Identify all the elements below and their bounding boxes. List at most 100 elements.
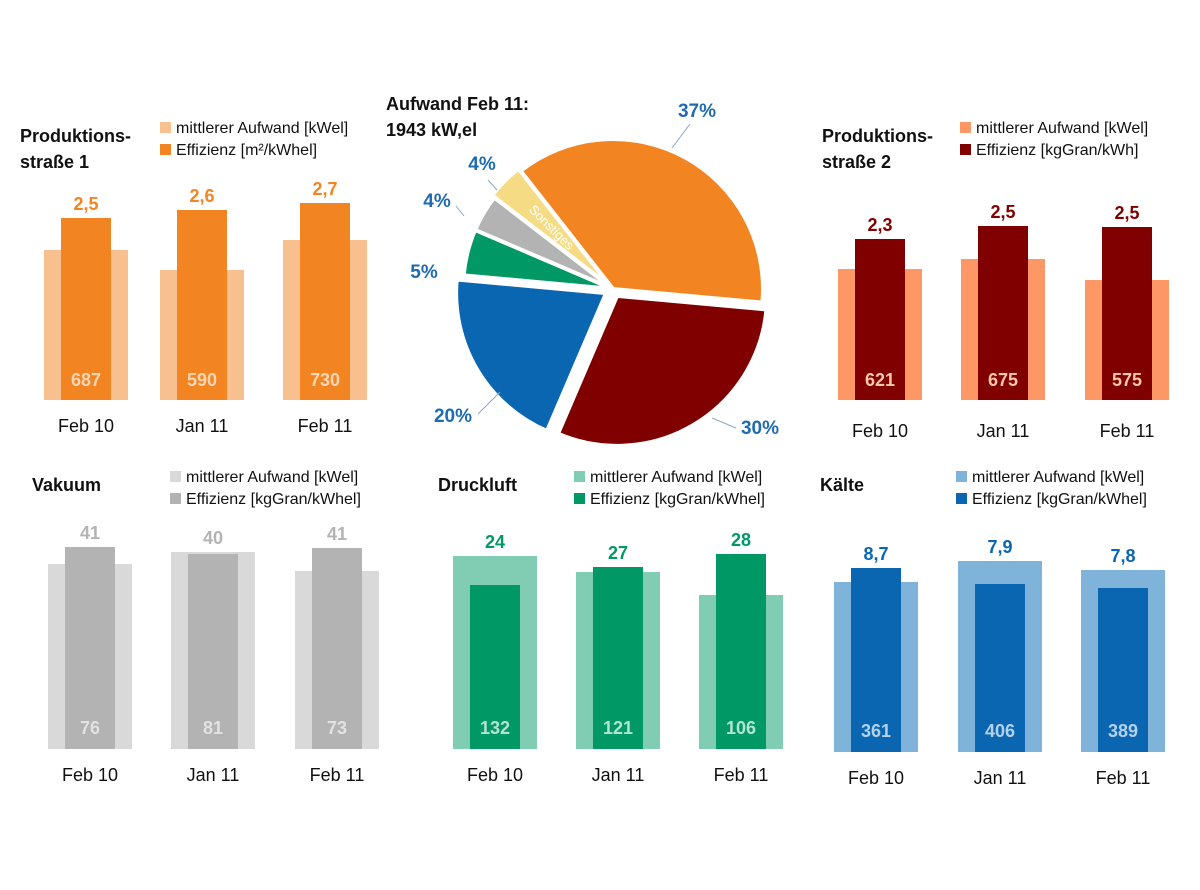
aufwand-value-label: 389 [1108, 721, 1138, 741]
legend-swatch [956, 471, 967, 482]
effizienz-value-label: 41 [80, 523, 100, 543]
effizienz-value-label: 2,3 [867, 215, 892, 235]
aufwand-value-label: 73 [327, 718, 347, 738]
legend-label: Effizienz [kgGran/kWhel] [186, 491, 361, 508]
category-label: Feb 10 [62, 765, 118, 785]
legend-swatch [160, 122, 171, 133]
effizienz-value-label: 7,8 [1110, 546, 1135, 566]
pie-title-line2: 1943 kW,el [386, 120, 477, 140]
category-label: Feb 10 [848, 768, 904, 788]
aufwand-value-label: 81 [203, 718, 223, 738]
legend-label: Effizienz [kgGran/kWh] [976, 142, 1138, 159]
bar-chart-druckluft: Druckluft mittlerer Aufwand [kWel] Effizie… [438, 469, 783, 785]
effizienz-value-label: 2,5 [990, 202, 1015, 222]
legend-label: mittlerer Aufwand [kWel] [176, 120, 348, 137]
category-label: Feb 11 [1100, 421, 1155, 441]
bar-effizienz [177, 210, 227, 400]
bar-effizienz [1102, 227, 1152, 400]
bar-effizienz [312, 548, 362, 749]
bar-charts: Produktions-straße 1 mittlerer Aufwand [k… [20, 120, 1169, 788]
category-label: Feb 10 [58, 416, 114, 436]
pie-percent-label: 4% [468, 154, 496, 175]
effizienz-value-label: 2,5 [73, 194, 98, 214]
legend-label: Effizienz [m²/kWhel] [176, 142, 317, 159]
bar-effizienz [300, 203, 350, 400]
legend-swatch [574, 471, 585, 482]
chart-title: Kälte [820, 475, 864, 495]
legend-label: Effizienz [kgGran/kWhel] [590, 491, 765, 508]
bar-chart-vakuum: Vakuum mittlerer Aufwand [kWel] Effizienz … [32, 469, 379, 785]
bar-chart-produktions-straße-2: Produktions-straße 2 mittlerer Aufwand [k… [822, 120, 1169, 441]
category-label: Jan 11 [187, 765, 240, 785]
bar-effizienz [65, 547, 115, 749]
effizienz-value-label: 2,6 [189, 186, 214, 206]
pie-slice-sonstiges [489, 165, 613, 289]
pie-slice-kälte [454, 277, 610, 434]
category-label: Feb 11 [1096, 768, 1151, 788]
category-label: Jan 11 [592, 765, 645, 785]
chart-title: Produktions- [20, 126, 131, 146]
aufwand-value-label: 406 [985, 721, 1015, 741]
effizienz-value-label: 28 [731, 530, 751, 550]
bar-effizienz [855, 239, 905, 400]
aufwand-value-label: 361 [861, 721, 891, 741]
aufwand-value-label: 106 [726, 718, 756, 738]
legend-swatch [960, 122, 971, 133]
aufwand-value-label: 76 [80, 718, 100, 738]
category-label: Jan 11 [974, 768, 1027, 788]
effizienz-value-label: 40 [203, 528, 223, 548]
effizienz-value-label: 2,5 [1114, 203, 1139, 223]
aufwand-value-label: 621 [865, 370, 895, 390]
effizienz-value-label: 7,9 [987, 537, 1012, 557]
bar-effizienz [978, 226, 1028, 400]
chart-title: Druckluft [438, 475, 517, 495]
pie-leader-line [455, 205, 465, 217]
bar-effizienz [1098, 588, 1148, 752]
category-label: Feb 10 [852, 421, 908, 441]
legend-label: mittlerer Aufwand [kWel] [590, 469, 762, 486]
legend-label: Effizienz [kgGran/kWhel] [972, 491, 1147, 508]
category-label: Feb 10 [467, 765, 523, 785]
bar-chart-kälte: Kälte mittlerer Aufwand [kWel] Effizienz [… [820, 469, 1165, 788]
aufwand-value-label: 575 [1112, 370, 1142, 390]
legend-swatch [160, 144, 171, 155]
effizienz-value-label: 27 [608, 543, 628, 563]
pie-percent-label: 4% [423, 191, 451, 212]
category-label: Feb 11 [298, 416, 353, 436]
effizienz-value-label: 8,7 [863, 544, 888, 564]
aufwand-value-label: 121 [603, 718, 633, 738]
legend-swatch [956, 493, 967, 504]
effizienz-value-label: 41 [327, 524, 347, 544]
pie-percent-label: 20% [434, 406, 472, 427]
aufwand-value-label: 590 [187, 370, 217, 390]
legend-swatch [960, 144, 971, 155]
chart-title: Produktions- [822, 126, 933, 146]
legend-swatch [170, 493, 181, 504]
pie-percent-label: 37% [678, 101, 716, 122]
effizienz-value-label: 2,7 [312, 179, 337, 199]
pie-leader-line [671, 123, 691, 149]
bar-effizienz [61, 218, 111, 400]
chart-title: Vakuum [32, 475, 101, 495]
bar-effizienz [470, 585, 520, 749]
pie-chart: 37%30%20%5%4%4%Sonstiges [410, 101, 779, 448]
pie-leader-line [487, 179, 498, 191]
pie-percent-label: 5% [410, 262, 438, 283]
pie-leader-line [711, 417, 737, 429]
pie-slice-produktionsstraße-2 [555, 293, 769, 448]
legend-label: mittlerer Aufwand [kWel] [972, 469, 1144, 486]
category-label: Jan 11 [176, 416, 229, 436]
bar-chart-produktions-straße-1: Produktions-straße 1 mittlerer Aufwand [k… [20, 120, 367, 436]
category-label: Jan 11 [977, 421, 1030, 441]
aufwand-value-label: 687 [71, 370, 101, 390]
category-label: Feb 11 [714, 765, 769, 785]
chart-title: straße 2 [822, 152, 891, 172]
effizienz-value-label: 24 [485, 532, 505, 552]
pie-title-line1: Aufwand Feb 11: [386, 94, 529, 114]
bar-effizienz [851, 568, 901, 752]
legend-label: mittlerer Aufwand [kWel] [186, 469, 358, 486]
aufwand-value-label: 675 [988, 370, 1018, 390]
pie-percent-label: 30% [741, 418, 779, 439]
bar-effizienz [716, 554, 766, 749]
